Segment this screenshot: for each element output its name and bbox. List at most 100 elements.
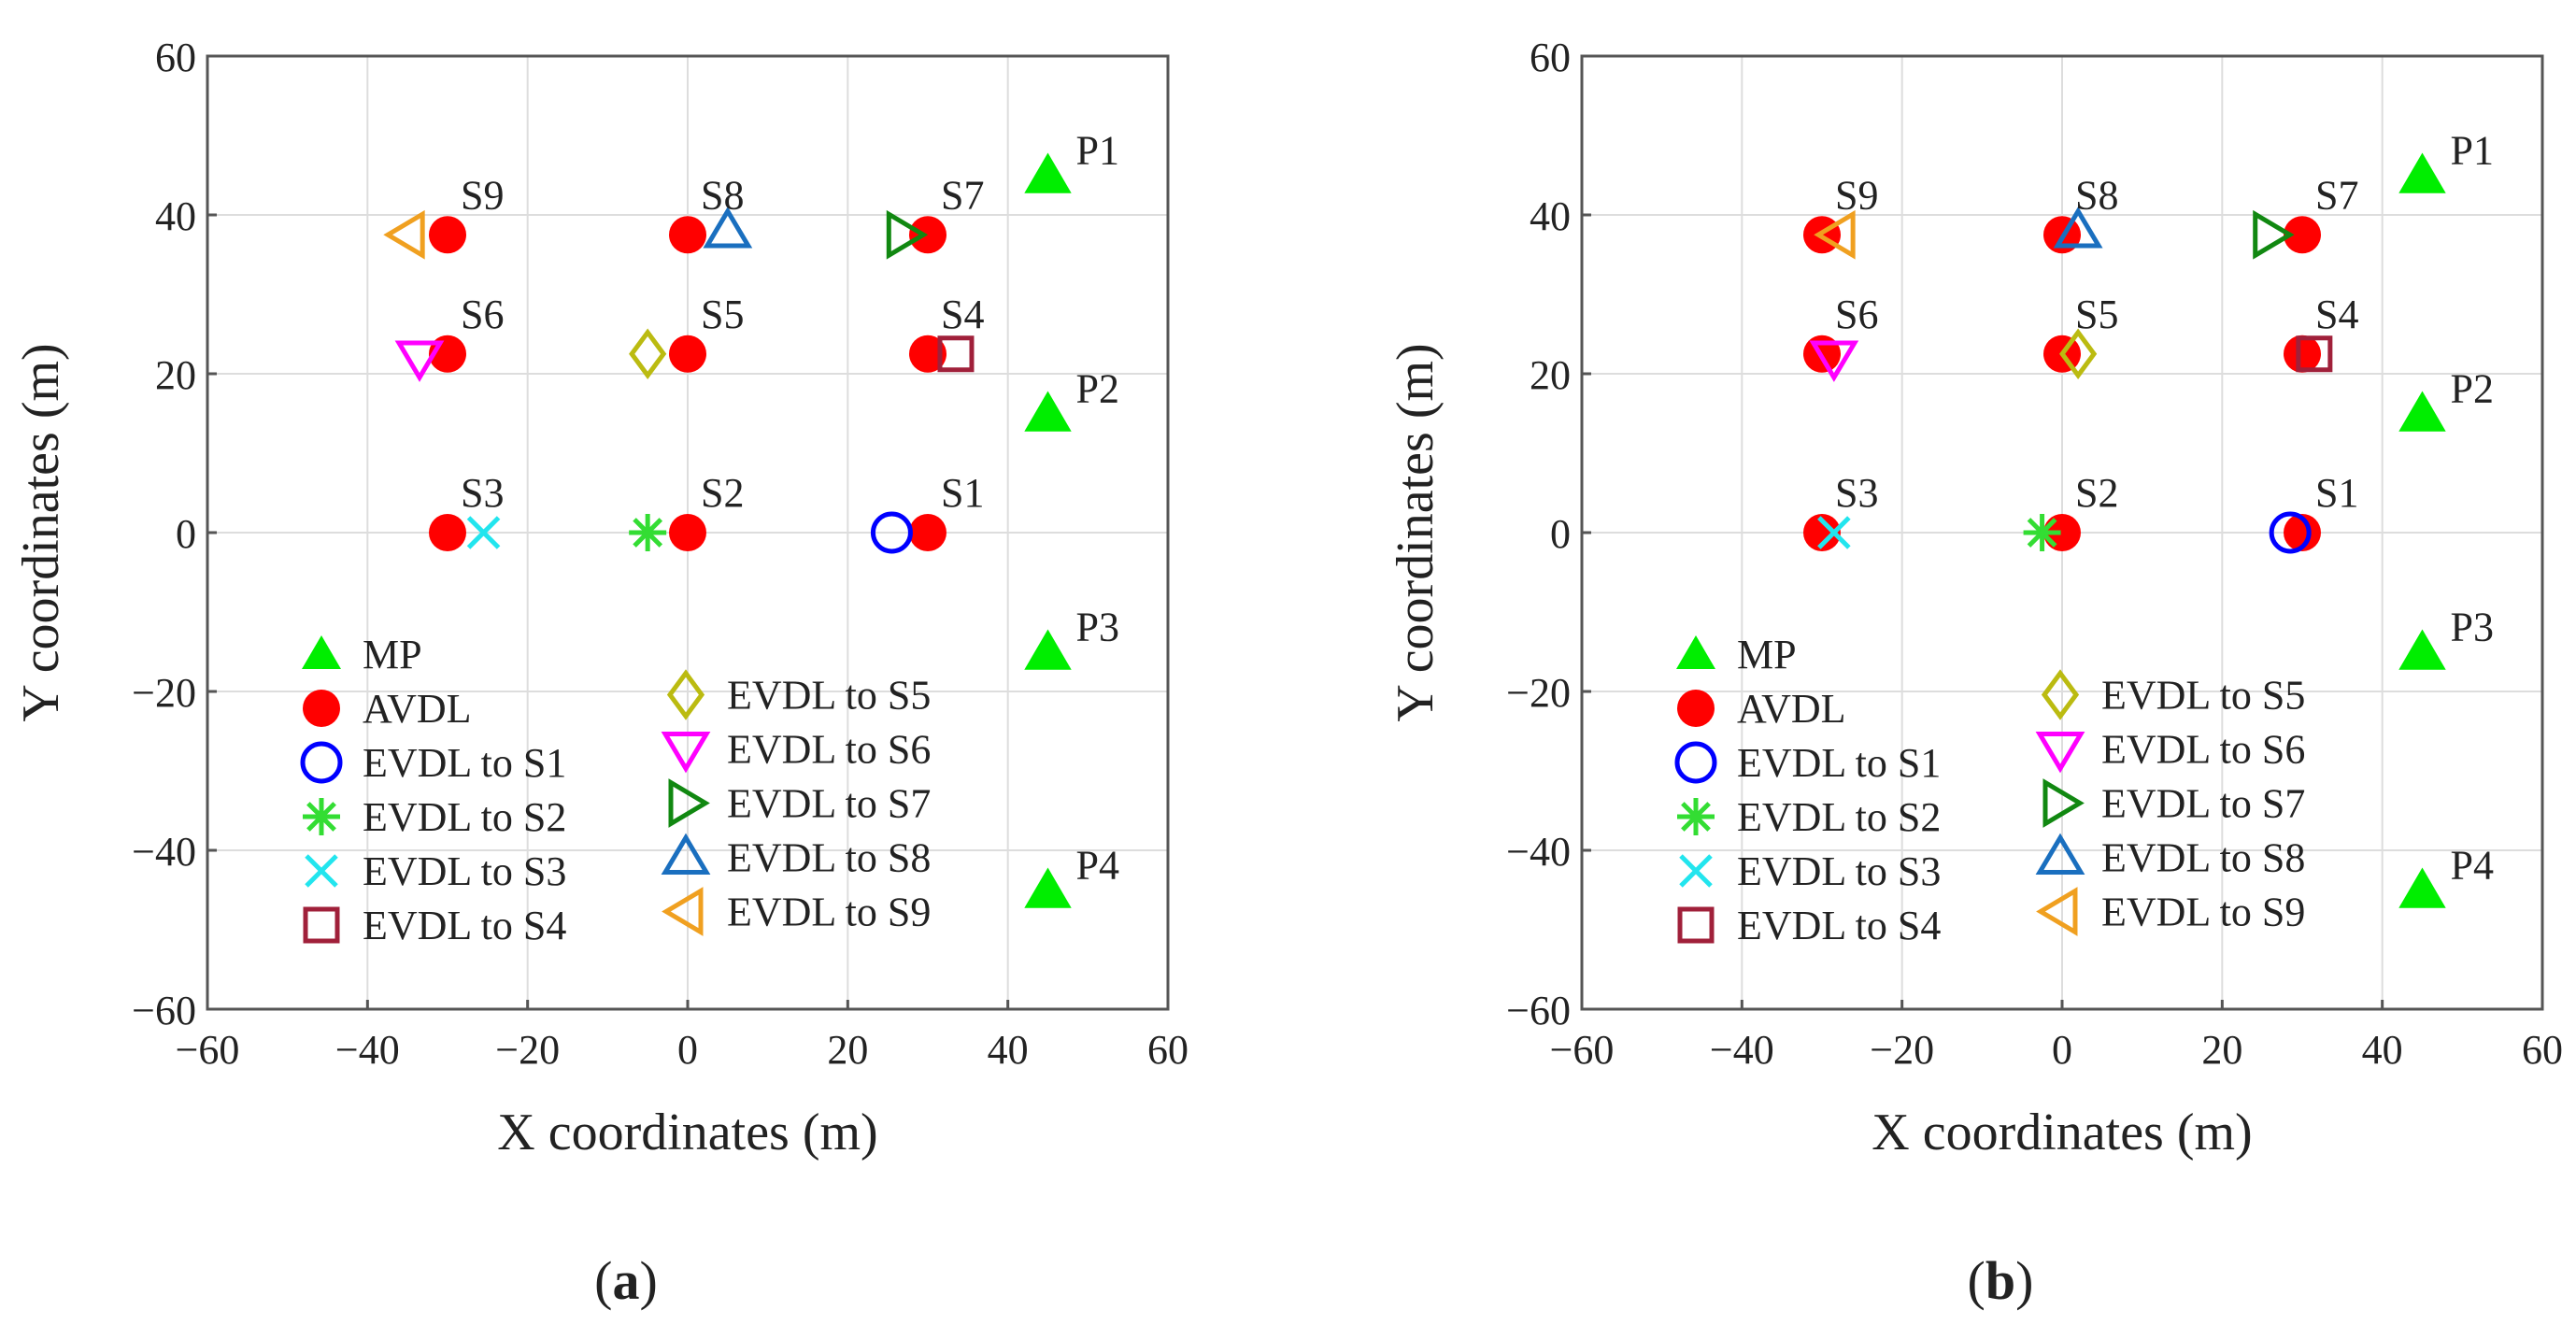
panel-a-avdl-point-s2 [669, 514, 706, 551]
panel-b-mp-label-p1: P1 [2451, 128, 2494, 174]
panel-b-avdl-label-s6: S6 [1835, 292, 1878, 337]
panel-a-y-tick-label: −20 [132, 670, 196, 716]
panel-b-legend-label-avdl: AVDL [1737, 686, 1846, 732]
panel-b-evdl-point-s2 [2023, 514, 2061, 551]
panel-a-mp-point-p3 [1024, 629, 1072, 670]
panel-b-avdl-label-s8: S8 [2075, 172, 2118, 218]
panel-b-evdl-point-s4 [2296, 335, 2333, 373]
panel-b-y-tick-label: 0 [1550, 511, 1571, 557]
panel-b-legend-marker-s4 [1677, 906, 1715, 944]
panel-a-marks [383, 152, 1072, 908]
panel-b-legend-marker-s7 [2042, 778, 2085, 828]
panel-b-legend-marker-s8 [2035, 833, 2085, 875]
panel-b-marks [1803, 152, 2446, 908]
panel-b-mp-point-p2 [2398, 391, 2446, 432]
panel-b-legend-marker-s6 [2035, 732, 2085, 774]
panel-a-avdl-label-s2: S2 [701, 470, 744, 516]
panel-b-mp-label-p4: P4 [2451, 843, 2494, 889]
panel-a-evdl-point-s1 [870, 511, 913, 554]
panel-a-x-tick-label: 60 [1147, 1027, 1188, 1073]
panel-a-evdl-point-s2 [629, 514, 667, 551]
panel-a-legend-marker-s4 [303, 906, 340, 944]
panel-b-avdl-label-s4: S4 [2315, 292, 2358, 337]
panel-a-avdl-label-s3: S3 [461, 470, 504, 516]
panel-b-avdl-label-s5: S5 [2075, 292, 2118, 337]
panel-b-avdl-label-s7: S7 [2315, 172, 2358, 218]
panel-a-y-tick-label: 20 [155, 352, 196, 398]
panel-b-legend-label-s7: EVDL to S7 [2101, 781, 2305, 827]
panel-b-x-tick-label: 40 [2362, 1027, 2403, 1073]
panel-b-x-axis-title: X coordinates (m) [1872, 1104, 2252, 1161]
panel-a-mp-point-p1 [1024, 152, 1072, 193]
panel-b-x-tick-label: −60 [1550, 1027, 1615, 1073]
panel-a-avdl-label-s8: S8 [701, 172, 744, 218]
panel-b-avdl-point-s1 [2284, 514, 2321, 551]
panel-b-legend-label-s8: EVDL to S8 [2101, 835, 2305, 881]
panel-b-legend-marker-s5 [2041, 669, 2080, 720]
panel-b-ticks: −60 −40 −20 0 20 40 60 60 40 20 0 −20 −40 −60 [1506, 35, 2563, 1073]
panel-b-legend-label-s1: EVDL to S1 [1737, 740, 1941, 786]
panel-a-avdl-label-s1: S1 [941, 470, 984, 516]
panel-b-point-labels: S1 S2 S3 S4 S5 S6 S7 S8 S9 P1 P2 P3 P4 [1835, 128, 2494, 889]
panel-a-legend-marker-s1 [300, 741, 343, 784]
panel-b-y-tick-label: 20 [1530, 352, 1571, 398]
panel-b-legend-label-s2: EVDL to S2 [1737, 794, 1941, 840]
panel-a-legend-label-s8: EVDL to S8 [727, 835, 931, 881]
panel-b-y-tick-label: 60 [1530, 35, 1571, 80]
panel-b-legend-label-s3: EVDL to S3 [1737, 848, 1941, 894]
panel-a-legend-label-s5: EVDL to S5 [727, 673, 931, 719]
panel-a-evdl-point-s5 [629, 328, 667, 379]
panel-a-evdl-point-s3 [466, 516, 501, 549]
panel-a-legend-label-s4: EVDL to S4 [363, 903, 566, 948]
panel-a-ticks: −60 −40 −20 0 20 40 60 60 40 20 0 −20 −40 −60 [132, 35, 1188, 1073]
panel-a-avdl-label-s5: S5 [701, 292, 744, 337]
panel-a-avdl-point-s1 [909, 514, 946, 551]
panel-a-legend-marker-mp [302, 635, 341, 669]
panel-a-legend-label-s9: EVDL to S9 [727, 890, 931, 935]
panel-a-legend-label-avdl: AVDL [363, 686, 472, 732]
panel-b-legend: MP AVDL EVDL to S1 EVDL to S2 EVDL to S3 EVDL… [1674, 632, 2305, 948]
panel-b-evdl-point-s5 [2059, 328, 2098, 379]
panel-a-avdl-label-s4: S4 [941, 292, 984, 337]
panel-a-evdl-point-s4 [937, 335, 975, 373]
panel-b-legend-label-s4: EVDL to S4 [1737, 903, 1941, 948]
panel-a-legend-label-s2: EVDL to S2 [363, 794, 566, 840]
panel-b-x-tick-label: −40 [1710, 1027, 1774, 1073]
panel-a-mp-point-p2 [1024, 391, 1072, 432]
panel-b-avdl-point-s7 [2284, 216, 2321, 254]
panel-a-avdl-point-s3 [429, 514, 466, 551]
panel-a-mp-label-p2: P2 [1076, 366, 1119, 412]
panel-a-avdl-label-s9: S9 [461, 172, 504, 218]
panel-b-legend-marker-s1 [1674, 741, 1717, 784]
panel-a-y-tick-label: −60 [132, 988, 196, 1033]
panel-b-avdl-label-s3: S3 [1835, 470, 1878, 516]
panel-a-evdl-point-s7 [886, 209, 929, 260]
panel-a-legend-marker-avdl [303, 690, 340, 727]
panel-a-evdl-point-s9 [383, 209, 425, 260]
panel-b-legend-label-s9: EVDL to S9 [2101, 890, 2305, 935]
panel-a-x-tick-label: 40 [988, 1027, 1029, 1073]
panel-b-y-axis-title: Y coordinates (m) [1387, 343, 1445, 721]
panel-b-y-tick-label: −40 [1506, 829, 1571, 875]
panel-a-mp-label-p4: P4 [1076, 843, 1119, 889]
panel-a-legend-label-s3: EVDL to S3 [363, 848, 566, 894]
panel-b-avdl-point-s4 [2284, 335, 2321, 373]
panel-a-avdl-point-s5 [669, 335, 706, 373]
panel-b-mp-label-p2: P2 [2451, 366, 2494, 412]
panel-a-legend-marker-s6 [661, 732, 711, 774]
panel-a-y-tick-label: 40 [155, 193, 196, 239]
panel-a-x-tick-label: −40 [335, 1027, 400, 1073]
panel-a-y-tick-label: 60 [155, 35, 196, 80]
panel-a-avdl-label-s7: S7 [941, 172, 984, 218]
panel-a-mp-point-p4 [1024, 867, 1072, 908]
panel-b-mp-point-p3 [2398, 629, 2446, 670]
panel-b-legend-marker-avdl [1677, 690, 1715, 727]
panel-a-legend-marker-s2 [303, 798, 340, 835]
panel-b-y-tick-label: −60 [1506, 988, 1571, 1033]
panel-b-x-tick-label: 0 [2052, 1027, 2072, 1073]
panel-a-avdl-point-s4 [909, 335, 946, 373]
panel-b-x-tick-label: 60 [2522, 1027, 2563, 1073]
